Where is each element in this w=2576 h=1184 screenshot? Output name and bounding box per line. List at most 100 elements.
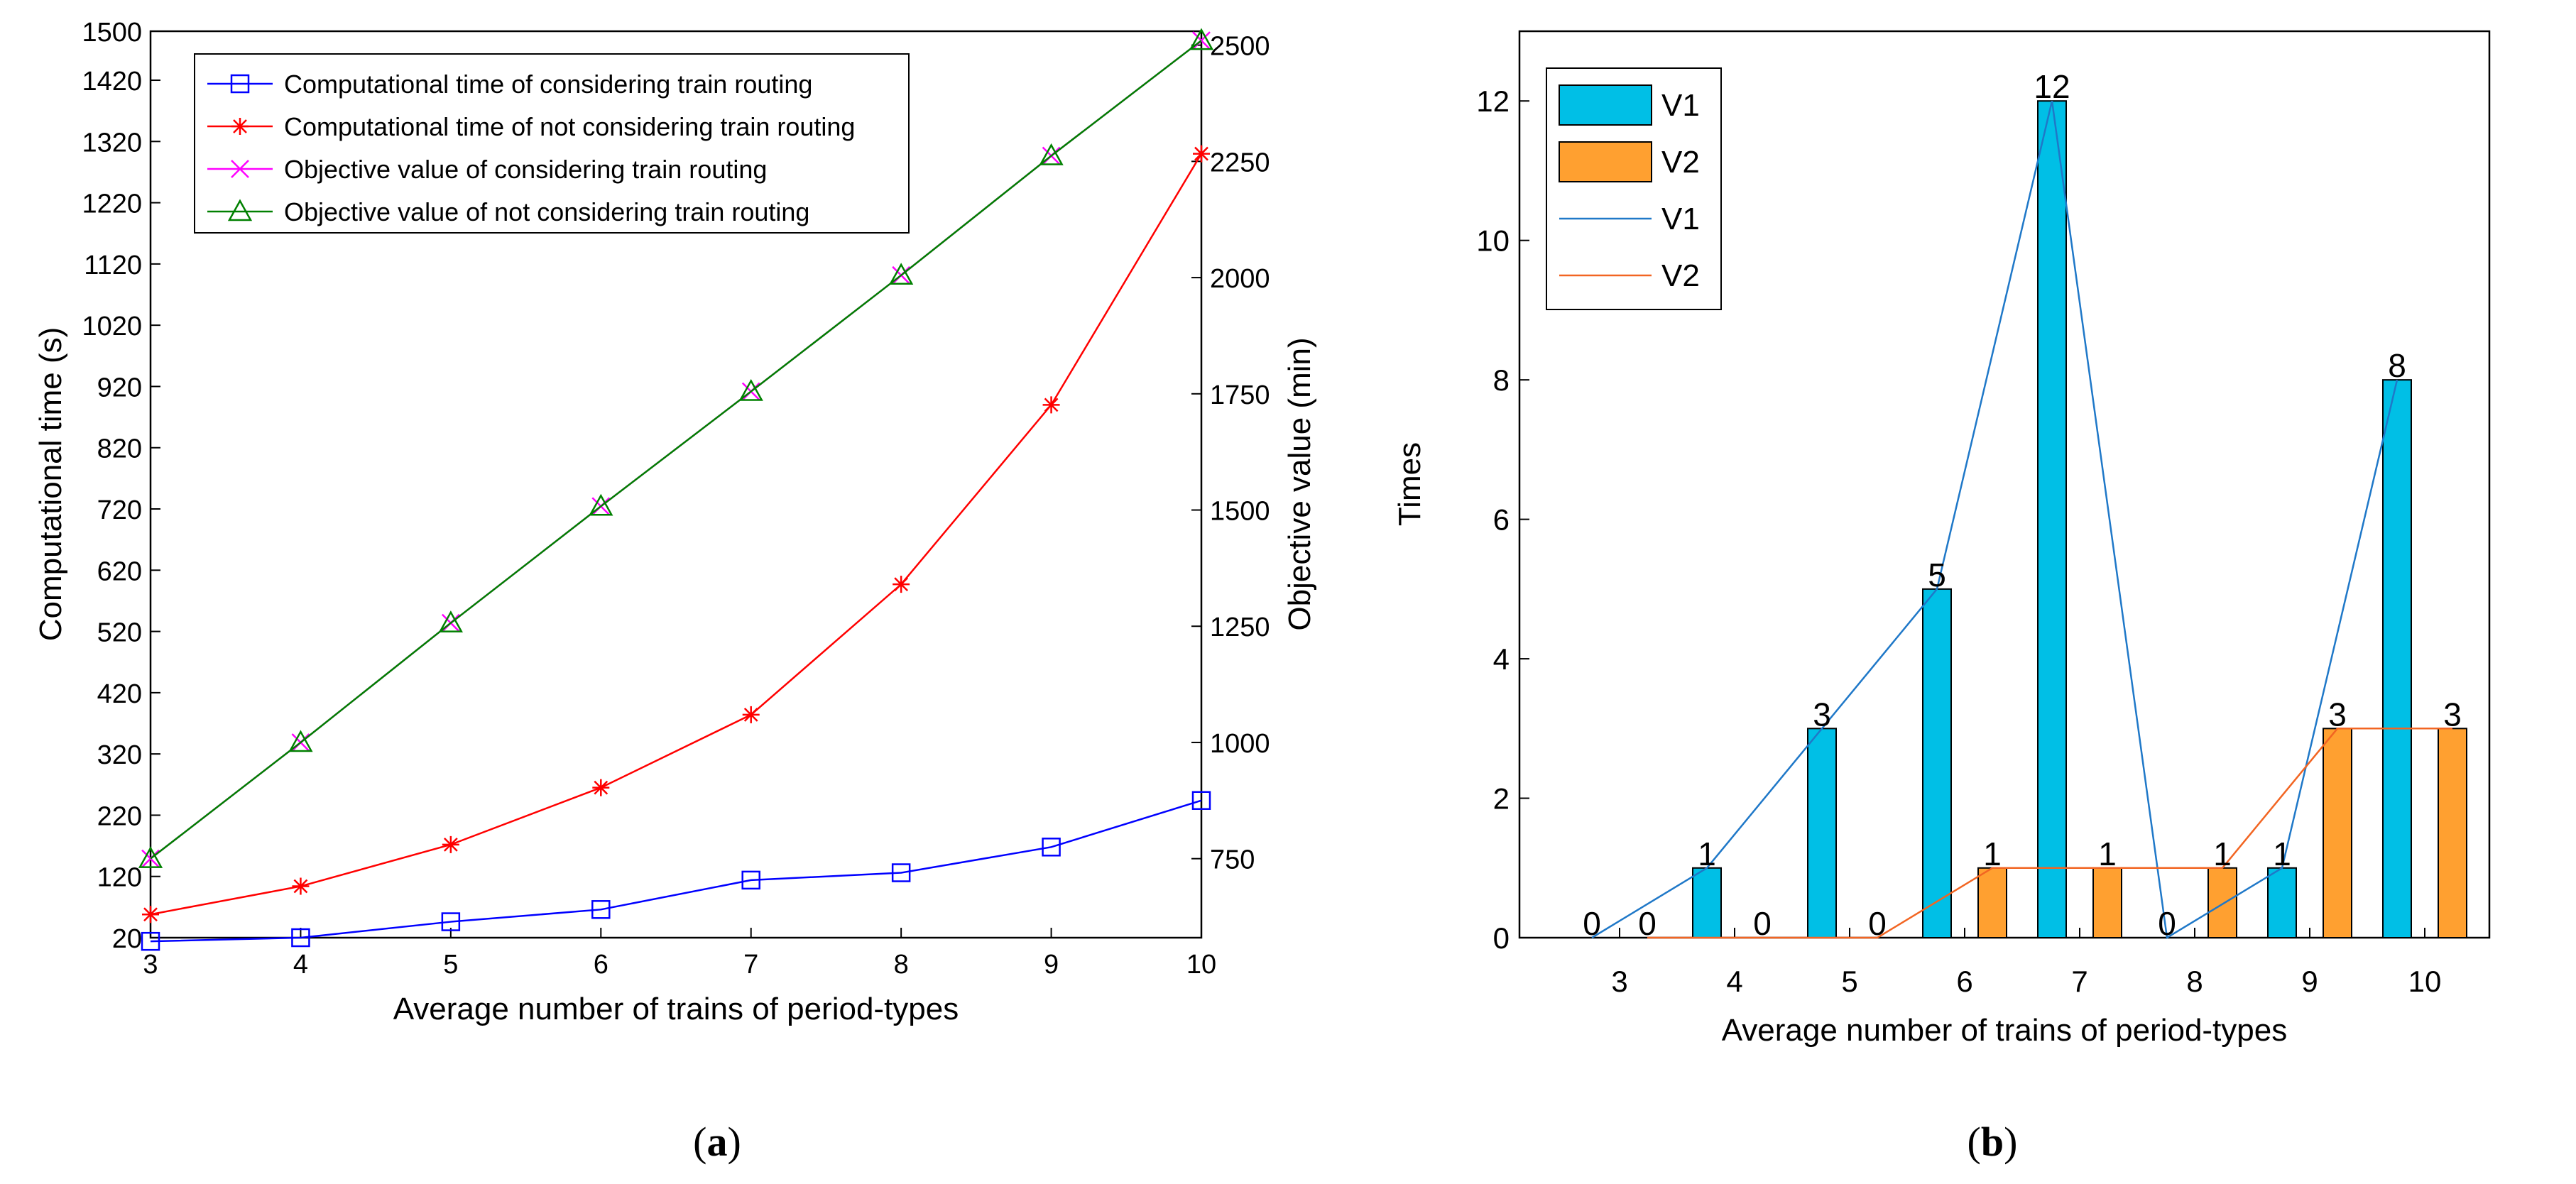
y-tick-label: 820 xyxy=(97,434,142,464)
y-tick-label: 1020 xyxy=(82,312,142,341)
data-label: 1 xyxy=(1983,835,2002,872)
series-point xyxy=(441,912,461,931)
y-axis-label: Computational time (s) xyxy=(33,327,68,642)
legend-box xyxy=(194,53,910,234)
y2-tick-label: 1000 xyxy=(1210,729,1270,759)
series-point xyxy=(292,877,310,895)
data-label: 0 xyxy=(1583,905,1601,942)
legend-marker xyxy=(231,160,249,178)
legend-marker xyxy=(231,118,249,135)
x-tick-label: 4 xyxy=(293,950,308,980)
series-point xyxy=(741,870,760,890)
y-tick-label: 120 xyxy=(97,863,142,893)
y-tick-label: 12 xyxy=(1476,84,1510,118)
y-axis-ticks: 0 2 4 6 8 10 12 xyxy=(1476,84,1529,955)
legend-label: Computational time of considering train … xyxy=(284,70,812,99)
legend-swatch xyxy=(1559,141,1652,182)
legend-swatch xyxy=(1559,84,1652,126)
series-point xyxy=(592,779,610,796)
series-point xyxy=(442,835,459,853)
y-tick-label: 920 xyxy=(97,373,142,402)
series-point xyxy=(138,846,163,868)
bars-group xyxy=(1692,100,2467,939)
data-label: 3 xyxy=(2443,696,2462,733)
data-label: 0 xyxy=(2158,905,2176,942)
legend-label: Computational time of not considering tr… xyxy=(284,112,855,141)
legend: Computational time of considering train … xyxy=(194,53,910,234)
x-axis-ticks: 3 4 5 6 7 8 9 10 xyxy=(143,928,1216,980)
series-point xyxy=(1042,396,1060,414)
series-point xyxy=(1192,31,1211,50)
bar xyxy=(2092,867,2122,939)
series-line xyxy=(1647,728,2452,939)
legend-marker xyxy=(227,199,253,221)
legend-label: V2 xyxy=(1661,258,1700,293)
series-point xyxy=(889,263,914,285)
series-point xyxy=(142,906,159,923)
y-tick-label: 0 xyxy=(1493,921,1510,955)
y-tick-label: 620 xyxy=(97,557,142,586)
y2-tick-label: 2500 xyxy=(1210,32,1270,62)
panel-label-a: (a) xyxy=(693,1119,741,1165)
y2-tick-label: 2000 xyxy=(1210,264,1270,294)
bar xyxy=(1922,588,1952,938)
lines-group xyxy=(1591,100,2452,940)
series-line xyxy=(150,40,1202,860)
x-tick-label: 5 xyxy=(443,950,458,980)
series-point xyxy=(589,493,613,516)
y-tick-label: 1220 xyxy=(82,190,142,219)
series-group xyxy=(138,28,1214,951)
series-point xyxy=(742,706,760,723)
data-label: 5 xyxy=(1928,557,1946,593)
legend-label: V1 xyxy=(1661,88,1700,123)
series-2 xyxy=(142,145,1210,923)
legend-label: Objective value of considering train rou… xyxy=(284,155,767,184)
x-tick-label: 9 xyxy=(2301,965,2318,998)
y-tick-label: 520 xyxy=(97,618,142,648)
x-tick-label: 10 xyxy=(2408,965,2442,998)
y-axis-label-b: Times xyxy=(1392,442,1427,526)
series-point xyxy=(1039,143,1064,165)
y2-tick-label: 2250 xyxy=(1210,148,1270,177)
x-axis-ticks: 3 4 5 6 7 8 9 10 xyxy=(1611,928,2441,998)
series-point xyxy=(738,378,763,401)
series-line xyxy=(1591,100,2398,940)
data-label: 1 xyxy=(2273,835,2291,872)
right-axis-ticks: 750 1000 1250 1500 1750 2000 2250 2500 xyxy=(1191,32,1270,875)
y-tick-label: 2 xyxy=(1493,782,1510,816)
panel-a: 20 120 220 320 420 520 620 720 820 920 1020 1120 122… xyxy=(33,18,1317,1165)
legend-marker xyxy=(230,74,250,94)
x-tick-label: 8 xyxy=(2186,965,2203,998)
series-point xyxy=(893,576,910,593)
y2-axis-label: Objective value (min) xyxy=(1282,337,1317,630)
x-tick-label: 10 xyxy=(1186,950,1216,980)
legend-b: V1 V2 V1 V2 xyxy=(1546,67,1722,310)
data-label: 12 xyxy=(2034,68,2070,105)
y-tick-label: 420 xyxy=(97,679,142,709)
y-tick-label: 1320 xyxy=(82,128,142,158)
data-label: 1 xyxy=(1698,835,1716,872)
series-line xyxy=(150,799,1202,943)
series-point xyxy=(438,610,463,632)
series-point xyxy=(1042,838,1061,857)
x-tick-label: 9 xyxy=(1044,950,1059,980)
y2-tick-label: 1750 xyxy=(1210,380,1270,410)
x-tick-label: 7 xyxy=(743,950,758,980)
x-tick-label: 6 xyxy=(594,950,608,980)
series-line xyxy=(150,153,1203,916)
left-axis-ticks: 20 120 220 320 420 520 620 720 820 920 1020 1120 122… xyxy=(82,18,160,954)
data-label: 8 xyxy=(2388,347,2406,384)
y2-tick-label: 1250 xyxy=(1210,613,1270,642)
data-label: 0 xyxy=(1638,905,1657,942)
y-tick-label: 8 xyxy=(1493,363,1510,397)
y-tick-label: 1420 xyxy=(82,67,142,97)
bar xyxy=(2438,728,2467,939)
data-label: 0 xyxy=(1868,905,1887,942)
data-label: 0 xyxy=(1753,905,1772,942)
y-tick-label: 220 xyxy=(97,801,142,831)
bar xyxy=(2323,728,2352,939)
y-tick-label: 4 xyxy=(1493,642,1510,676)
series-point xyxy=(591,900,611,919)
